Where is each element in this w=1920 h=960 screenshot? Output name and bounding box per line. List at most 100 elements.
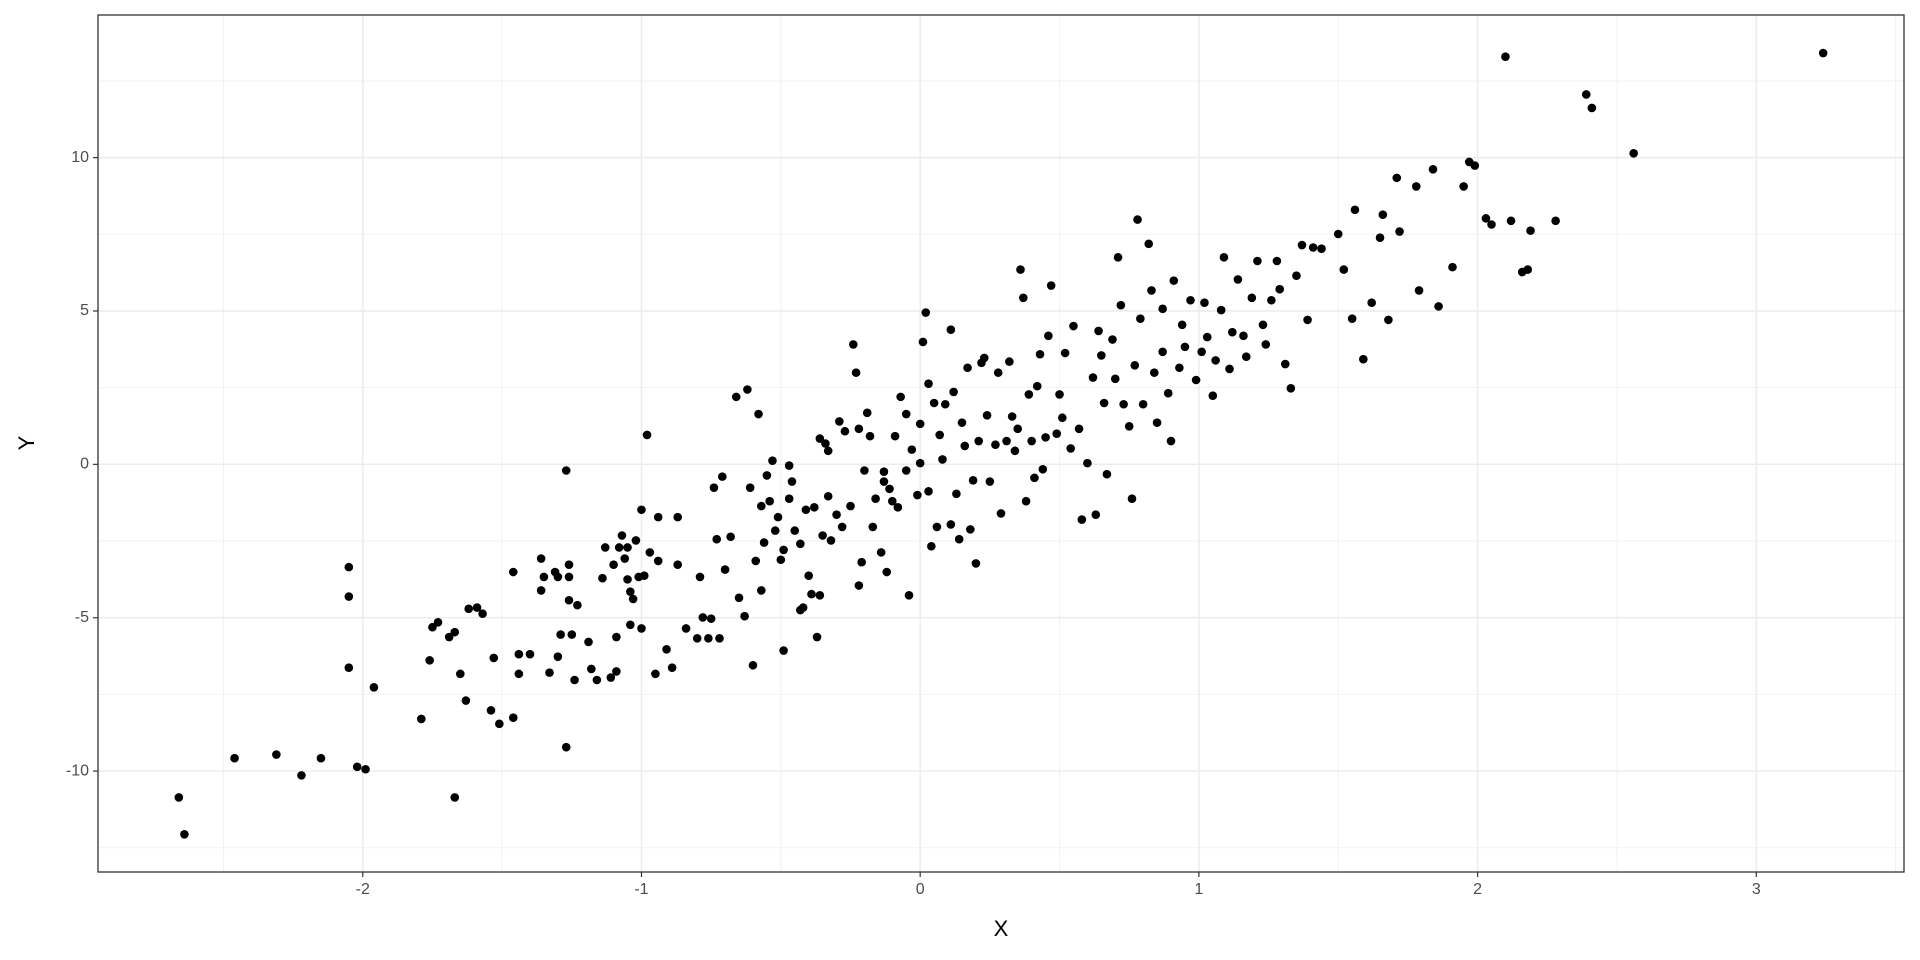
point: [612, 632, 621, 642]
point: [1225, 364, 1234, 374]
point: [935, 430, 944, 440]
point: [561, 742, 571, 752]
point: [704, 633, 713, 643]
point: [815, 434, 825, 443]
point: [1272, 256, 1282, 266]
point: [637, 624, 646, 633]
point: [879, 467, 889, 477]
point: [653, 556, 663, 566]
point: [1097, 351, 1106, 360]
point: [1002, 436, 1011, 446]
point: [1501, 52, 1510, 62]
point: [651, 669, 660, 679]
point: [1211, 356, 1220, 365]
point: [1378, 210, 1388, 219]
point: [1175, 363, 1184, 373]
point: [662, 645, 671, 654]
point: [598, 573, 607, 583]
point: [1347, 314, 1357, 323]
point: [798, 603, 808, 612]
point: [553, 572, 563, 582]
point: [1069, 321, 1078, 331]
point: [1074, 424, 1084, 434]
point: [653, 512, 663, 522]
point: [876, 548, 886, 557]
point: [584, 637, 593, 647]
point: [1091, 510, 1101, 519]
point: [433, 618, 443, 627]
point: [1041, 433, 1050, 442]
x-tick-label: -2: [356, 881, 370, 898]
point: [709, 483, 719, 492]
point: [1359, 354, 1368, 364]
point: [639, 571, 649, 581]
point: [946, 325, 956, 335]
point: [1286, 383, 1296, 393]
point: [1163, 388, 1173, 398]
point: [1027, 436, 1036, 446]
point: [784, 461, 794, 470]
point: [673, 560, 683, 569]
point: [1166, 436, 1176, 446]
point: [929, 398, 939, 408]
point: [890, 431, 900, 441]
point: [731, 392, 741, 402]
point: [489, 653, 499, 663]
point: [901, 466, 911, 475]
point: [587, 664, 596, 674]
point: [1506, 216, 1516, 226]
point: [456, 669, 465, 679]
point: [985, 477, 995, 486]
point: [464, 604, 473, 614]
y-tick-label: 5: [80, 302, 89, 319]
point: [623, 543, 632, 552]
point: [779, 545, 788, 555]
point: [444, 632, 454, 642]
point: [180, 829, 189, 839]
point: [1208, 391, 1218, 400]
point: [790, 526, 800, 535]
point: [1470, 161, 1480, 170]
point: [1007, 412, 1017, 421]
point: [946, 520, 956, 529]
point: [904, 591, 914, 600]
point: [1099, 398, 1109, 408]
point: [495, 719, 504, 729]
y-tick-label: 0: [80, 456, 89, 473]
point: [1016, 265, 1025, 274]
point: [1428, 164, 1438, 174]
point: [1055, 390, 1064, 399]
point: [637, 505, 646, 515]
point: [1052, 429, 1062, 438]
point: [993, 368, 1003, 377]
point: [1303, 315, 1312, 325]
point: [1241, 352, 1251, 361]
point: [316, 753, 326, 763]
point: [726, 532, 735, 542]
point: [748, 660, 758, 670]
point: [1414, 286, 1424, 295]
point: [1044, 331, 1053, 341]
y-tick-label: 10: [71, 149, 89, 166]
point: [974, 436, 984, 446]
point: [1481, 214, 1491, 223]
point: [927, 541, 936, 551]
point: [717, 472, 727, 481]
point: [907, 445, 917, 454]
point: [1219, 253, 1229, 262]
point: [915, 458, 925, 468]
point: [472, 603, 482, 612]
point: [901, 409, 911, 419]
point: [865, 431, 875, 441]
point: [879, 477, 889, 486]
point: [620, 554, 630, 563]
point: [567, 630, 577, 639]
point: [425, 656, 434, 665]
point: [1526, 226, 1535, 235]
point: [1046, 281, 1056, 290]
point: [957, 418, 967, 427]
point: [1144, 239, 1154, 249]
y-tick-label: -10: [66, 762, 89, 779]
point: [450, 793, 460, 802]
